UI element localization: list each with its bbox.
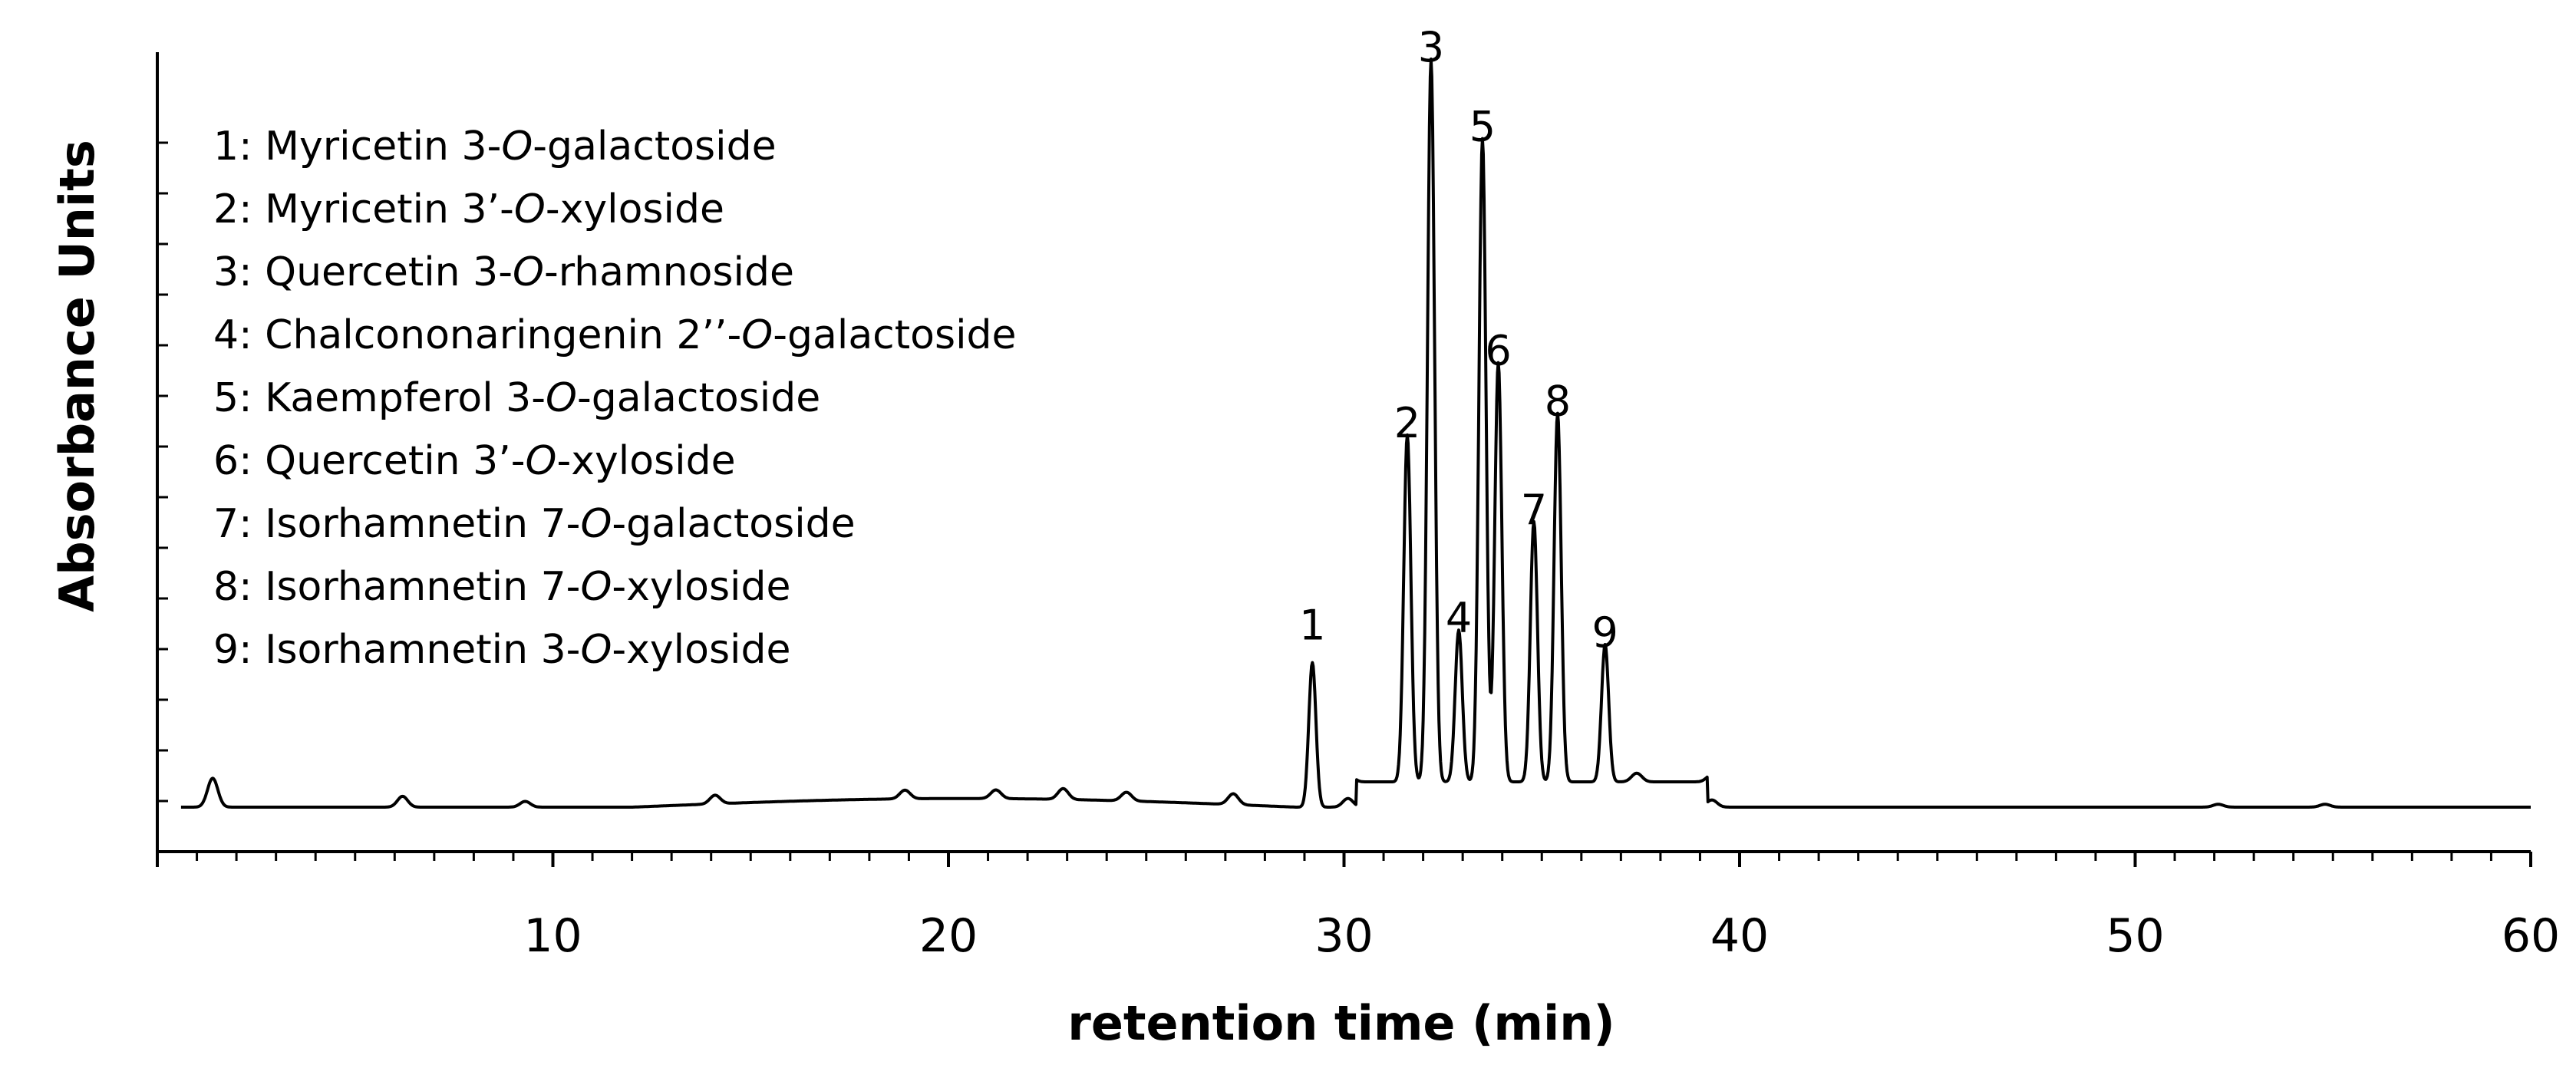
peak-label-6: 6 (1485, 327, 1511, 375)
legend-item: 1: Myricetin 3-O-galactoside (213, 124, 777, 170)
legend-item: 2: Myricetin 3’-O-xyloside (213, 186, 724, 232)
x-axis (156, 850, 2532, 867)
peak-label-9: 9 (1592, 608, 1618, 657)
compound-legend: 1: Myricetin 3-O-galactoside 2: Myricetin… (213, 124, 1017, 673)
legend-item: 7: Isorhamnetin 7-O-galactoside (213, 501, 856, 547)
legend-item: 9: Isorhamnetin 3-O-xyloside (213, 627, 791, 673)
peak-label-3: 3 (1418, 23, 1444, 71)
legend-item: 6: Quercetin 3’-O-xyloside (213, 438, 736, 484)
chromatogram-trace (180, 58, 2531, 809)
peak-label-1: 1 (1299, 602, 1325, 650)
legend-item: 3: Quercetin 3-O-rhamnoside (213, 249, 794, 295)
peak-label-7: 7 (1521, 486, 1547, 534)
peak-label-2: 2 (1394, 399, 1420, 447)
x-tick-labels: 10 20 30 40 50 60 (523, 909, 2560, 963)
legend-item: 8: Isorhamnetin 7-O-xyloside (213, 564, 791, 610)
x-tick-label: 30 (1314, 909, 1373, 963)
y-axis (156, 52, 168, 853)
x-tick-label: 40 (1710, 909, 1769, 963)
peak-label-4: 4 (1446, 594, 1472, 642)
legend-item: 5: Kaempferol 3-O-galactoside (213, 375, 820, 421)
peak-labels: 1 2 3 4 5 6 7 8 9 (1299, 23, 1618, 657)
x-tick-label: 60 (2502, 909, 2560, 963)
x-tick-label: 10 (523, 909, 582, 963)
y-axis-title: Absorbance Units (49, 140, 105, 612)
x-tick-label: 20 (919, 909, 978, 963)
peak-label-8: 8 (1545, 377, 1571, 426)
legend-item: 4: Chalcononaringenin 2’’-O-galactoside (213, 312, 1017, 358)
x-tick-label: 50 (2106, 909, 2164, 963)
peak-label-5: 5 (1469, 103, 1496, 151)
x-axis-title: retention time (min) (1067, 995, 1615, 1051)
